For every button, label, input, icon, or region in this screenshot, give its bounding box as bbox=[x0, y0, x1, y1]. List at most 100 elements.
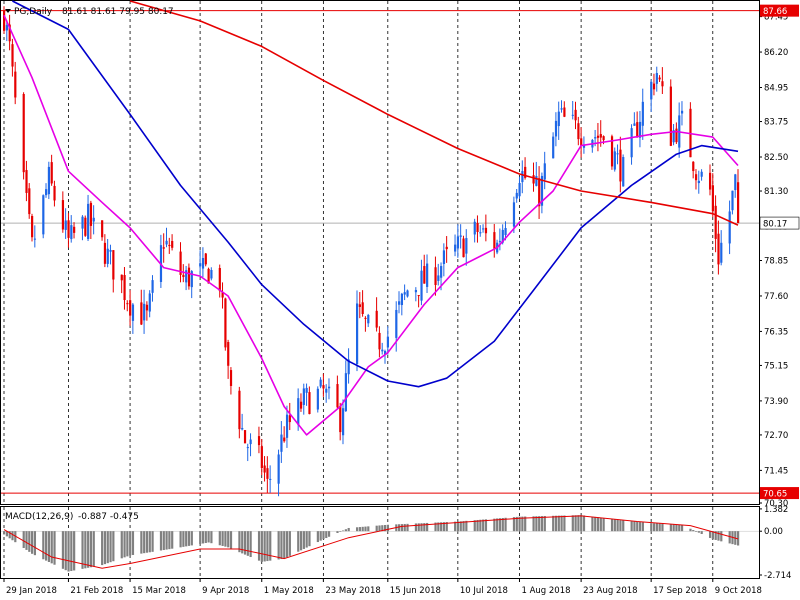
macd-histogram-bar bbox=[602, 518, 605, 532]
macd-histogram-bar bbox=[249, 531, 252, 558]
candle-body bbox=[697, 180, 700, 184]
moving-average-line bbox=[129, 0, 739, 226]
macd-histogram-bar bbox=[204, 531, 207, 543]
macd-histogram-bar bbox=[162, 531, 165, 551]
macd-histogram-bar bbox=[246, 531, 249, 556]
candle-body bbox=[630, 128, 633, 158]
time-tick-label: 23 Aug 2018 bbox=[583, 586, 637, 596]
candle-body bbox=[288, 415, 291, 423]
macd-histogram-bar bbox=[580, 515, 583, 532]
candle-body bbox=[692, 161, 695, 172]
time-tick-label: 21 Feb 2018 bbox=[70, 586, 123, 596]
macd-histogram-bar bbox=[288, 531, 291, 556]
macd-histogram-bar bbox=[120, 531, 123, 559]
macd-histogram-bar bbox=[179, 531, 182, 548]
macd-histogram-bar bbox=[11, 531, 14, 541]
macd-histogram-bar bbox=[619, 520, 622, 532]
candle-body bbox=[224, 298, 227, 348]
macd-histogram-bar bbox=[552, 515, 555, 532]
candle-body bbox=[577, 123, 580, 140]
candle-body bbox=[420, 270, 423, 301]
macd-histogram-bar bbox=[515, 516, 518, 532]
macd-histogram-bar bbox=[148, 531, 151, 553]
macd-histogram-bar bbox=[218, 531, 221, 546]
price-tick-label: 81.30 bbox=[764, 187, 788, 197]
candle-body bbox=[737, 182, 740, 224]
macd-histogram-bar bbox=[190, 531, 193, 546]
macd-histogram-bar bbox=[285, 531, 289, 558]
candle-body bbox=[151, 280, 154, 293]
candle-body bbox=[580, 138, 583, 146]
macd-histogram-bar bbox=[123, 531, 126, 558]
macd-histogram-bar bbox=[185, 531, 188, 547]
chart-header[interactable]: PG,Daily 81.61 81.61 79.95 80.17 bbox=[5, 7, 174, 17]
macd-histogram-bar bbox=[201, 531, 205, 544]
time-tick-label: 29 Jan 2018 bbox=[6, 586, 57, 596]
price-tick-label: 75.15 bbox=[764, 361, 788, 371]
candle-body bbox=[246, 447, 249, 449]
candle-body bbox=[599, 134, 602, 138]
macd-histogram-bar bbox=[260, 531, 263, 562]
candle-body bbox=[633, 123, 636, 126]
macd-histogram-bar bbox=[661, 523, 664, 532]
macd-histogram-bar bbox=[501, 518, 504, 532]
macd-histogram-bar bbox=[638, 522, 642, 532]
macd-histogram-bar bbox=[316, 531, 319, 543]
macd-histogram-bar bbox=[325, 531, 328, 539]
candle-body bbox=[560, 108, 563, 110]
macd-histogram-bar bbox=[434, 522, 437, 532]
candle-body bbox=[658, 77, 661, 80]
time-tick-label: 1 May 2018 bbox=[264, 586, 314, 596]
price-tick-label: 73.90 bbox=[764, 397, 788, 407]
macd-histogram-bar bbox=[599, 517, 602, 532]
candle-body bbox=[493, 232, 496, 249]
chart-menu-triangle-icon[interactable] bbox=[5, 9, 11, 13]
time-tick-label: 15 Mar 2018 bbox=[132, 586, 186, 596]
candle-body bbox=[375, 310, 378, 328]
candle-body bbox=[367, 314, 370, 324]
candle-body bbox=[109, 250, 112, 252]
candle-body bbox=[602, 136, 605, 141]
macd-histogram-bar bbox=[540, 516, 544, 532]
candle-body bbox=[434, 267, 437, 285]
candle-body bbox=[484, 227, 488, 234]
macd-histogram-bar bbox=[633, 521, 636, 532]
macd-histogram-bar bbox=[47, 531, 51, 562]
candle-body bbox=[67, 220, 70, 238]
macd-histogram-bar bbox=[496, 518, 499, 532]
candle-body bbox=[322, 385, 325, 389]
macd-histogram-bar bbox=[714, 531, 717, 540]
macd-histogram-bar bbox=[109, 531, 112, 563]
macd-histogram-bar bbox=[145, 531, 149, 553]
macd-histogram-bar bbox=[532, 516, 535, 532]
candle-body bbox=[720, 242, 723, 263]
candle-body bbox=[616, 153, 619, 155]
candle-body bbox=[106, 248, 109, 264]
macd-histogram-bar bbox=[414, 523, 418, 532]
macd-histogram-bar bbox=[473, 520, 476, 532]
candle-body bbox=[574, 109, 577, 121]
candle-body bbox=[518, 182, 521, 197]
macd-histogram-bar bbox=[182, 531, 185, 547]
macd-histogram-bar bbox=[187, 531, 191, 546]
candle-body bbox=[47, 166, 51, 195]
candle-body bbox=[700, 171, 703, 177]
candle-body bbox=[563, 107, 566, 117]
macd-histogram-bar bbox=[171, 531, 174, 549]
macd-histogram-bar bbox=[361, 526, 364, 532]
candle-body bbox=[638, 121, 642, 138]
candle-body bbox=[482, 228, 485, 230]
candle-body bbox=[140, 302, 143, 325]
macd-histogram-bar bbox=[717, 531, 720, 541]
candle-body bbox=[641, 101, 644, 126]
macd-histogram-bar bbox=[61, 531, 65, 569]
candle-body bbox=[669, 86, 672, 146]
macd-histogram-bar bbox=[45, 531, 48, 561]
candle-body bbox=[129, 300, 132, 316]
macd-histogram-bar bbox=[87, 531, 90, 568]
candle-body bbox=[64, 220, 67, 230]
price-tick-label: 83.75 bbox=[764, 118, 788, 128]
macd-histogram-bar bbox=[689, 528, 692, 532]
macd-histogram-bar bbox=[159, 531, 163, 551]
macd-histogram-bar bbox=[697, 531, 700, 533]
